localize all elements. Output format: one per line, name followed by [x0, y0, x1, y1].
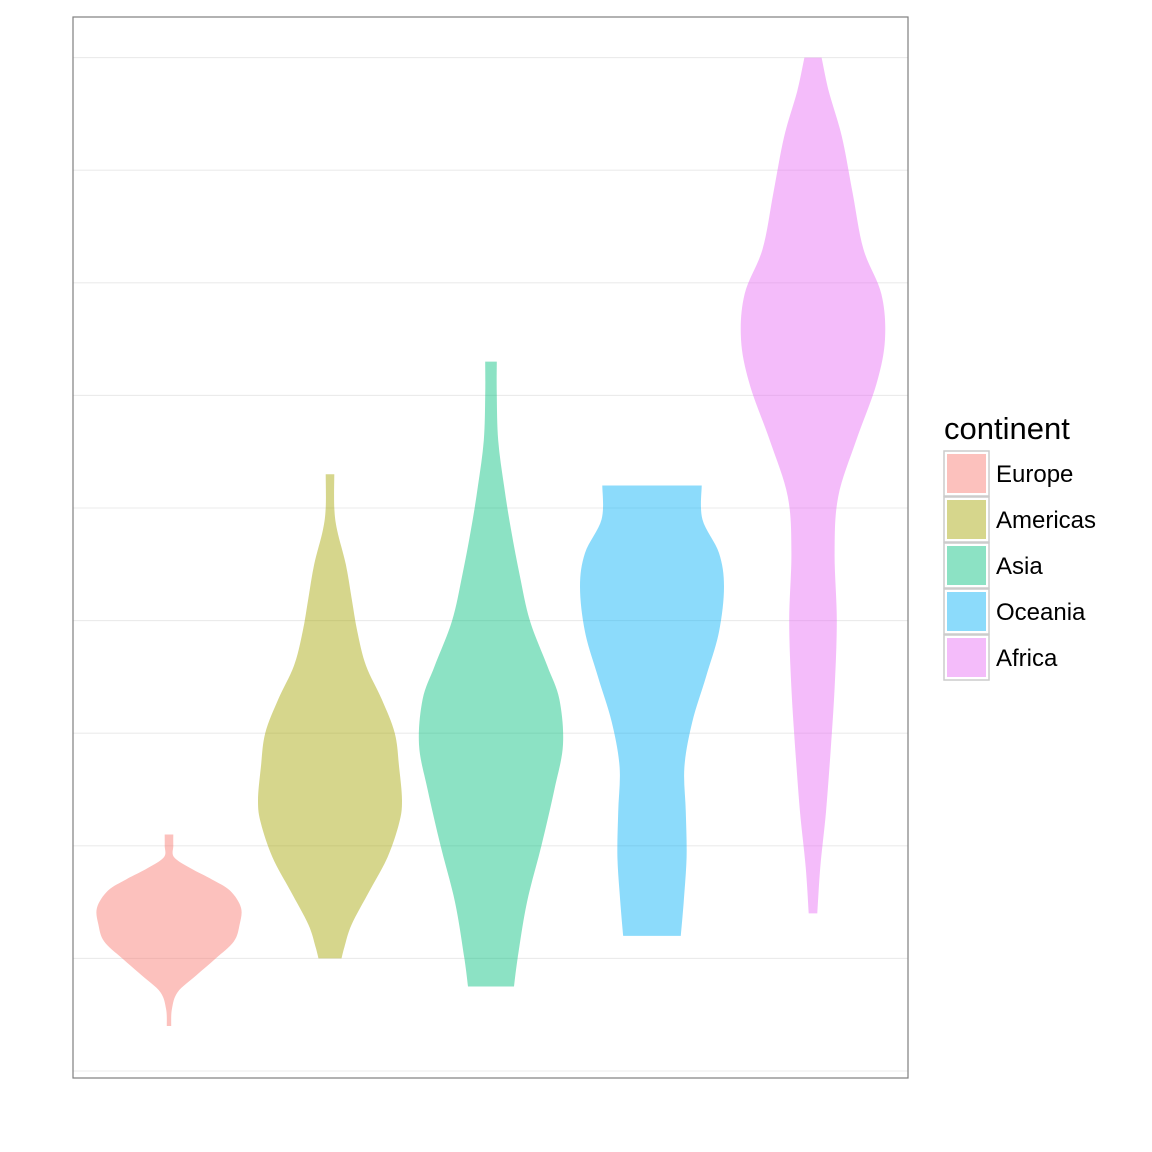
legend-key-frame-oceania [943, 588, 990, 635]
legend-key-frame-asia [943, 542, 990, 589]
legend-label-asia: Asia [996, 553, 1043, 580]
violin-africa [740, 57, 886, 914]
plot-panel [73, 17, 908, 1078]
legend-key-frame-europe [943, 450, 990, 497]
legend-swatch-europe [947, 454, 986, 493]
legend-swatch-africa [947, 638, 986, 677]
plot-border [72, 16, 909, 1079]
legend-key-frame-africa [943, 634, 990, 681]
legend-swatch-asia [947, 546, 986, 585]
legend-label-americas: Americas [996, 507, 1096, 534]
legend-swatch-americas [947, 500, 986, 539]
legend-swatch-oceania [947, 592, 986, 631]
violin-americas [258, 474, 402, 959]
violin-asia [418, 361, 564, 987]
legend: continent Europe Americas Asia Oceania Afric… [943, 411, 1096, 681]
legend-label-africa: Africa [996, 645, 1058, 672]
legend-key-frame-americas [943, 496, 990, 543]
legend-label-oceania: Oceania [996, 599, 1086, 626]
violin-europe [96, 834, 242, 1026]
violin-oceania [580, 485, 724, 936]
gridlines [73, 57, 908, 1072]
legend-label-europe: Europe [996, 461, 1073, 488]
legend-title: continent [944, 411, 1070, 446]
violins [96, 57, 886, 1026]
